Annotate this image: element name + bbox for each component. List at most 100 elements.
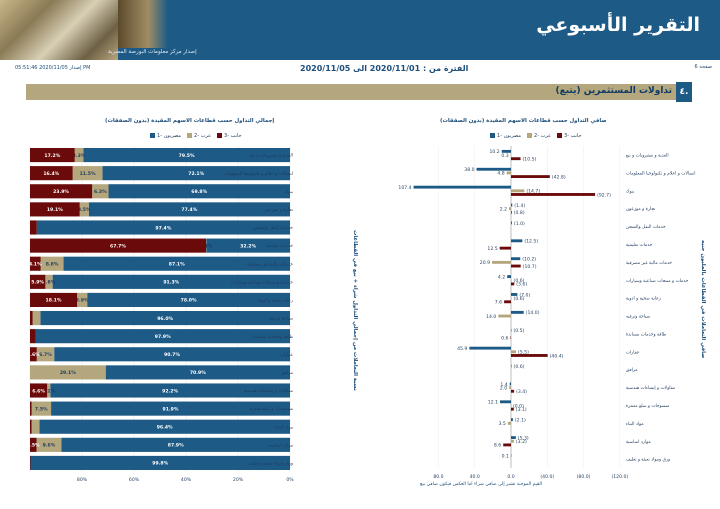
share-sector-label: تجارة و موزعون	[263, 208, 293, 213]
net-bar	[509, 386, 511, 390]
net-bar	[507, 275, 511, 279]
share-bar-segment	[30, 184, 93, 199]
legend-foreigners: جانب -3	[557, 133, 582, 139]
net-data-label: (7.0)	[519, 292, 530, 298]
share-bar-segment	[35, 329, 291, 344]
net-tick-label: 40.0	[470, 474, 480, 480]
net-bar	[469, 346, 511, 350]
net-bar	[511, 310, 524, 314]
net-sector-label: خدمات النقل والشحن	[626, 225, 666, 230]
share-sector-label: مقاولات و إنشاءات هندسية	[244, 389, 293, 394]
net-tick-label: (40.0)	[540, 474, 554, 480]
share-data-label: 6.6%	[32, 388, 45, 394]
share-bar-segment	[206, 238, 290, 253]
share-sector-label: موارد اساسية	[268, 443, 293, 448]
net-tick-label: (80.0)	[577, 474, 591, 480]
share-data-label: 0.1%	[200, 243, 213, 249]
net-data-label: 10.2	[490, 149, 500, 155]
share-bar-segment	[31, 419, 40, 434]
share-sector-label: منسوجات و سلع معمرة	[249, 407, 293, 412]
share-bar-segment	[52, 274, 291, 289]
share-data-label: 79.5%	[179, 153, 195, 159]
share-data-label: 4.1%	[29, 262, 42, 268]
share-bar-segment	[30, 365, 106, 380]
legend-arabs: عرب -2	[187, 133, 211, 139]
net-bar	[511, 210, 512, 214]
net-sector-label: اتصالات و اعلام و تكنولوجيا المعلومات	[626, 170, 696, 176]
photo-fade	[118, 0, 168, 48]
share-data-label: 91.3%	[163, 280, 179, 286]
share-data-label: 2.6%	[27, 352, 40, 358]
net-bar	[507, 421, 511, 425]
share-bar-segment	[47, 383, 51, 398]
net-data-label: (92.7)	[597, 192, 611, 198]
net-data-label: (0.6)	[514, 278, 525, 284]
share-sector-label: خدمات تعليمية	[266, 244, 293, 249]
share-data-label: 96.0%	[157, 316, 173, 322]
share-bar-segment	[30, 383, 48, 398]
net-data-label: (14.7)	[526, 189, 540, 195]
section-number: ٤.	[676, 82, 692, 102]
net-data-label: 0.3	[501, 153, 508, 159]
share-sector-label: بنوك	[285, 190, 293, 195]
legend-foreigners: جانب -3	[217, 133, 242, 139]
net-bar	[510, 336, 511, 340]
net-bar	[511, 436, 516, 440]
net-bar	[511, 296, 512, 300]
net-bar	[511, 439, 514, 443]
share-data-label: 32.2%	[240, 243, 256, 249]
share-bar-segment	[30, 202, 80, 217]
net-data-label: 1.4	[500, 382, 507, 388]
net-sector-label: خدمات تعليمية	[626, 243, 653, 248]
legend-egyptians: مصريون -1	[150, 133, 181, 139]
net-data-label: (1.4)	[514, 203, 525, 209]
legend-egyptians: مصريون -1	[490, 133, 521, 139]
net-data-label: 20.9	[480, 260, 490, 266]
share-data-label: 8.8%	[46, 262, 59, 268]
share-bar-segment	[30, 455, 31, 471]
share-data-label: 18.1%	[46, 298, 62, 304]
share-data-label: 5.9%	[31, 280, 44, 286]
share-data-label: 16.4%	[43, 171, 59, 177]
share-bar-segment	[39, 419, 290, 434]
net-data-label: 12.1	[488, 400, 498, 406]
share-sector-label: خدمات مالية غير مصرفية	[247, 262, 293, 267]
net-bar	[498, 314, 511, 318]
share-data-label: 78.0%	[181, 298, 197, 304]
share-bar-segment	[36, 437, 62, 452]
report-period: الفترة من : 2020/11/01 الى 2020/11/05	[300, 64, 469, 73]
net-bar	[511, 239, 523, 243]
net-chart-title: صافي التداول حسب قطاعات الاسهم المقيدة (…	[440, 118, 607, 124]
share-bar-segment	[77, 292, 88, 308]
net-tick-label: 0.0	[507, 474, 514, 480]
net-data-label: (3.6)	[516, 282, 527, 288]
net-bar	[506, 171, 511, 175]
share-data-label: 67.7%	[110, 243, 126, 249]
share-data-label: 97.4%	[155, 225, 171, 231]
share-data-label: 3.3%	[73, 153, 86, 159]
net-bar	[511, 389, 515, 393]
share-chart-title: إجمالي التداول حسب قطاعات الاسهم المقيدة…	[105, 118, 275, 124]
net-chart-footnote: القيم الموجبة تشير إلى صافي شراء اما الع…	[420, 482, 543, 487]
net-data-label: 4.2	[498, 274, 505, 280]
share-data-label: 19.1%	[47, 207, 63, 213]
share-bar-segment	[105, 365, 290, 380]
share-sector-label: ورق ومواد تعبئة و تغليف	[249, 462, 293, 467]
share-data-label: 17.2%	[44, 153, 60, 159]
share-bar-segment	[74, 147, 84, 163]
net-bar	[511, 257, 521, 261]
net-bar	[511, 350, 516, 354]
share-bar-segment	[102, 166, 290, 181]
net-bar	[492, 260, 511, 264]
share-bar-segment	[40, 310, 291, 326]
net-data-label: (10.5)	[523, 157, 537, 163]
net-bar	[511, 418, 513, 422]
share-data-label: 70.9%	[190, 370, 206, 376]
net-data-label: 2.2	[500, 207, 507, 213]
net-bar	[511, 293, 518, 296]
share-tick-label: 0%	[286, 477, 294, 483]
net-bar	[511, 354, 548, 357]
net-tick-label: 80.0	[433, 474, 443, 480]
report-title: التقرير الأسبوعي	[536, 14, 700, 36]
share-data-label: 91.9%	[163, 406, 179, 412]
